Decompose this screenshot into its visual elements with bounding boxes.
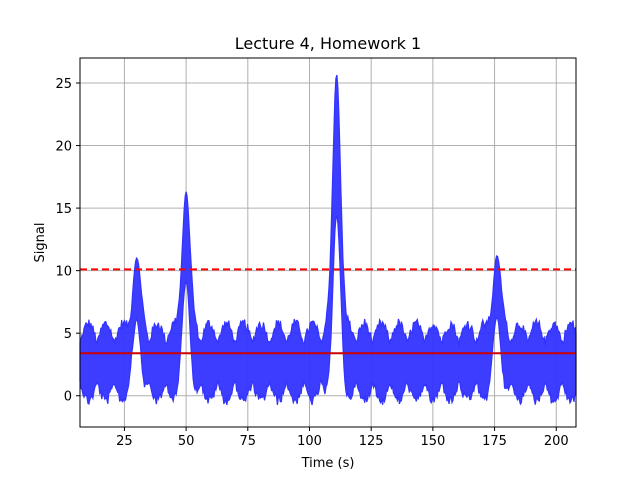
plot-frame [79,57,577,428]
x-tick-label: 150 [420,434,445,449]
x-tick-label: 200 [544,434,569,449]
ticks: 25 50 75 100 125 150 175 200 0 5 10 15 20 25 [55,77,568,449]
chart-title: Lecture 4, Homework 1 [235,34,421,53]
x-tick-label: 100 [297,434,322,449]
grid [80,58,576,427]
y-tick-label: 0 [64,390,72,405]
x-tick-label: 50 [178,434,195,449]
y-tick-label: 10 [55,265,72,280]
signal-envelope [79,74,577,406]
y-tick-label: 20 [55,140,72,155]
y-tick-label: 15 [55,202,72,217]
threshold-lines [80,268,576,355]
x-tick-label: 25 [116,434,133,449]
x-tick-label: 175 [482,434,507,449]
x-tick-label: 75 [240,434,257,449]
y-axis-label: Signal [33,223,48,263]
signal-series [79,74,577,406]
x-axis-label: Time (s) [301,456,355,471]
y-tick-label: 5 [64,327,72,342]
x-tick-label: 125 [359,434,384,449]
y-tick-label: 25 [55,77,72,92]
